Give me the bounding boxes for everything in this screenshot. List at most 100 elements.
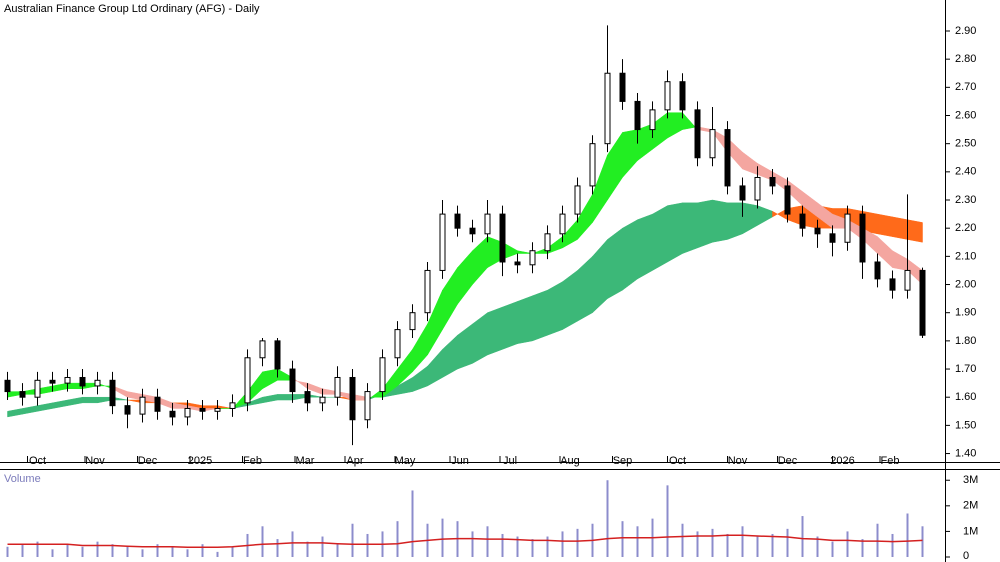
candle-body (784, 185, 791, 215)
volume-bar (486, 526, 489, 557)
candle-body (214, 407, 221, 412)
volume-bar (831, 541, 834, 557)
volume-bar (816, 536, 819, 557)
x-tick-label: Jun (451, 455, 469, 467)
ribbon-segment (82, 396, 98, 404)
y-tick-label: 2.00 (955, 278, 976, 290)
volume-bar (276, 539, 279, 557)
volume-title: Volume (4, 473, 41, 485)
y-tick-label: 2.30 (955, 194, 976, 206)
candle-body (844, 213, 851, 243)
candle-body (199, 407, 206, 412)
volume-y-tick-label: 1M (963, 525, 978, 537)
y-tick-label: 2.50 (955, 138, 976, 150)
y-tick-label: 2.70 (955, 81, 976, 93)
y-tick-label: 1.70 (955, 363, 976, 375)
candle-body (169, 410, 176, 418)
volume-bar (606, 480, 609, 557)
volume-bar (711, 528, 714, 557)
volume-bar (396, 521, 399, 557)
volume-bar (786, 528, 789, 557)
ribbon-segment (622, 219, 638, 291)
volume-bar (336, 544, 339, 557)
candle-body (889, 278, 896, 291)
volume-bar (171, 546, 174, 557)
volume-bar (351, 523, 354, 557)
candle-body (469, 227, 476, 235)
ribbon-segment (682, 202, 698, 254)
candle-body (814, 227, 821, 235)
candle-body (79, 376, 86, 387)
candle-body (514, 261, 521, 266)
candle-body (439, 213, 446, 271)
volume-bar (666, 485, 669, 557)
volume-bar (801, 516, 804, 557)
ribbon-segment (667, 202, 683, 263)
volume-bar (261, 526, 264, 557)
volume-bar (891, 533, 894, 557)
x-tick-label: Nov (728, 455, 748, 467)
volume-bar (366, 533, 369, 557)
ribbon-segment (607, 227, 623, 300)
volume-bar (21, 544, 24, 557)
candle-body (679, 81, 686, 111)
x-tick-label: Oct (669, 455, 686, 467)
volume-bar (516, 536, 519, 557)
volume-bar (771, 533, 774, 557)
volume-bar (201, 544, 204, 557)
x-tick-label: Sep (613, 455, 633, 467)
y-tick-label: 1.80 (955, 335, 976, 347)
y-tick-label: 2.90 (955, 25, 976, 37)
volume-bar (726, 533, 729, 557)
candle-body (544, 233, 551, 252)
candle-body (409, 312, 416, 331)
volume-bar (636, 526, 639, 557)
volume-bar (471, 531, 474, 557)
volume-bar (186, 549, 189, 557)
candle-body (634, 100, 641, 131)
volume-bar (501, 533, 504, 557)
y-tick-label: 2.20 (955, 222, 976, 234)
x-tick-label: Feb (243, 455, 262, 467)
ribbon-segment (892, 216, 908, 240)
chart-title: Australian Finance Group Ltd Ordinary (A… (4, 3, 260, 15)
candle-body (829, 233, 836, 243)
volume-bar (6, 546, 9, 557)
candle-body (589, 143, 596, 187)
volume-bar (306, 541, 309, 557)
candle-body (124, 405, 131, 415)
candle-body (274, 340, 281, 370)
candle-body (799, 213, 806, 229)
candle-body (754, 176, 761, 201)
candle-body (394, 329, 401, 359)
candle-body (574, 185, 581, 215)
x-tick-label: Jul (503, 455, 517, 467)
y-tick-label: 1.60 (955, 391, 976, 403)
volume-bar (756, 536, 759, 557)
volume-bar (846, 531, 849, 557)
candle-body (454, 213, 461, 229)
candle-body (64, 376, 71, 384)
candle-body (259, 340, 266, 359)
volume-bar (51, 549, 54, 557)
candle-body (139, 396, 146, 415)
candle-body (724, 129, 731, 187)
volume-bar (111, 544, 114, 557)
volume-bar (576, 528, 579, 557)
candle-body (739, 185, 746, 201)
volume-bar (441, 518, 444, 557)
volume-bar (231, 546, 234, 557)
volume-bar (861, 539, 864, 557)
ribbon-segment (547, 281, 563, 336)
volume-bar (561, 531, 564, 557)
candle-body (694, 109, 701, 159)
y-tick-label: 2.10 (955, 250, 976, 262)
candle-body (904, 269, 911, 291)
candle-body (109, 379, 116, 407)
volume-y-tick-label: 2M (963, 500, 978, 512)
ribbon-segment (517, 250, 533, 254)
candle-body (769, 176, 776, 187)
